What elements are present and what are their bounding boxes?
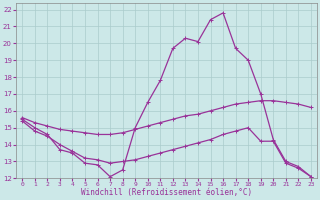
X-axis label: Windchill (Refroidissement éolien,°C): Windchill (Refroidissement éolien,°C) [81, 188, 252, 197]
